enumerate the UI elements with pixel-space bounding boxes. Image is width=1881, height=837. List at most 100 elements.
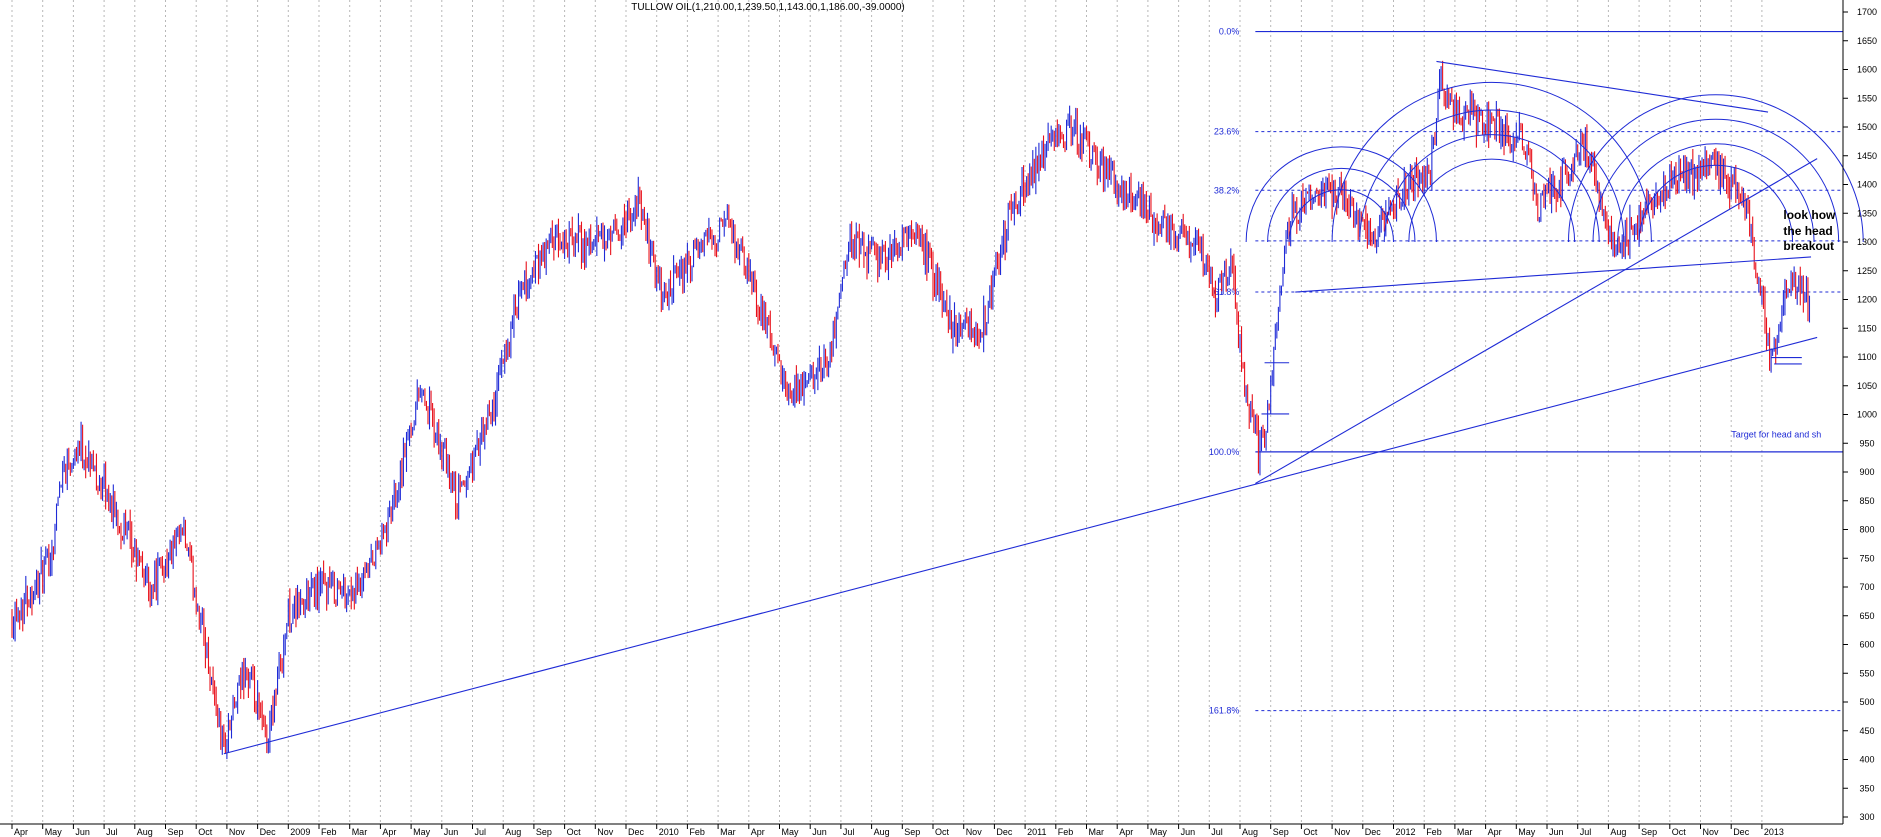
x-tick-label: Feb — [321, 827, 337, 837]
x-tick-label: 2010 — [659, 827, 679, 837]
fib-label: 100.0% — [1209, 447, 1240, 457]
x-tick-label: Mar — [352, 827, 368, 837]
x-tick-label: Oct — [567, 827, 582, 837]
x-tick-label: Sep — [904, 827, 920, 837]
fib-label: 0.0% — [1219, 27, 1240, 37]
note-annotation: look how — [1783, 208, 1836, 222]
x-tick-label: Dec — [260, 827, 277, 837]
x-tick-label: Dec — [1733, 827, 1750, 837]
y-tick-label: 1500 — [1857, 122, 1877, 132]
x-tick-label: Apr — [1488, 827, 1502, 837]
x-tick-label: Oct — [1672, 827, 1687, 837]
y-tick-label: 700 — [1859, 582, 1874, 592]
fib-arc — [1245, 146, 1437, 243]
x-tick-label: Apr — [14, 827, 28, 837]
y-tick-label: 900 — [1859, 467, 1874, 477]
fib-arc — [1408, 158, 1576, 243]
fib-arc — [1267, 167, 1416, 243]
x-tick-label: Sep — [1273, 827, 1289, 837]
x-tick-label: Sep — [1641, 827, 1657, 837]
x-tick-label: 2013 — [1764, 827, 1784, 837]
x-tick-label: Nov — [229, 827, 246, 837]
x-tick-label: Apr — [751, 827, 765, 837]
x-tick-label: Sep — [536, 827, 552, 837]
y-tick-label: 400 — [1859, 755, 1874, 765]
x-tick-label: 2009 — [290, 827, 310, 837]
x-tick-label: Aug — [1242, 827, 1258, 837]
x-tick-label: Feb — [689, 827, 705, 837]
trendline — [223, 336, 1818, 755]
x-tick-label: Oct — [1303, 827, 1318, 837]
note-annotation: breakout — [1783, 239, 1834, 253]
y-tick-label: 450 — [1859, 726, 1874, 736]
x-tick-label: May — [45, 827, 63, 837]
x-tick-label: Jul — [1211, 827, 1223, 837]
x-tick-label: Jun — [75, 827, 90, 837]
y-tick-label: 800 — [1859, 525, 1874, 535]
y-tick-label: 1650 — [1857, 36, 1877, 46]
x-tick-label: Oct — [198, 827, 213, 837]
x-tick-label: Jun — [1181, 827, 1196, 837]
fib-arc — [1383, 134, 1600, 243]
fib-label: 23.6% — [1214, 127, 1240, 137]
x-tick-label: Feb — [1058, 827, 1074, 837]
x-tick-label: Apr — [1119, 827, 1133, 837]
y-tick-label: 500 — [1859, 697, 1874, 707]
x-tick-label: Oct — [935, 827, 950, 837]
y-tick-label: 1050 — [1857, 381, 1877, 391]
x-tick-label: 2012 — [1396, 827, 1416, 837]
x-tick-label: Dec — [1365, 827, 1382, 837]
x-tick-label: May — [413, 827, 431, 837]
x-tick-label: Mar — [1089, 827, 1105, 837]
y-tick-label: 950 — [1859, 438, 1874, 448]
y-tick-label: 1350 — [1857, 208, 1877, 218]
x-tick-label: Mar — [1457, 827, 1473, 837]
y-tick-label: 1150 — [1857, 323, 1876, 333]
y-tick-label: 300 — [1859, 812, 1874, 822]
x-tick-label: Sep — [168, 827, 184, 837]
fib-label: 161.8% — [1209, 706, 1240, 716]
fib-arc — [1592, 118, 1840, 243]
fib-label: 61.8% — [1214, 287, 1240, 297]
y-tick-label: 600 — [1859, 640, 1874, 650]
y-tick-label: 1100 — [1857, 352, 1876, 362]
x-tick-label: Jul — [843, 827, 855, 837]
y-tick-label: 1600 — [1857, 65, 1877, 75]
y-tick-label: 1400 — [1857, 180, 1877, 190]
fib-arc — [1567, 94, 1864, 243]
x-tick-label: Aug — [1610, 827, 1626, 837]
x-tick-label: Dec — [996, 827, 1013, 837]
x-tick-label: Jun — [444, 827, 459, 837]
x-tick-label: Nov — [966, 827, 983, 837]
x-tick-label: Apr — [382, 827, 396, 837]
x-tick-label: Jul — [106, 827, 118, 837]
x-tick-label: 2011 — [1027, 827, 1046, 837]
x-tick-label: Nov — [597, 827, 614, 837]
y-tick-label: 550 — [1859, 668, 1874, 678]
x-tick-label: Jun — [1549, 827, 1564, 837]
x-tick-label: May — [1150, 827, 1168, 837]
y-tick-label: 1700 — [1857, 7, 1877, 17]
fib-arc — [1331, 81, 1652, 243]
x-tick-label: Aug — [874, 827, 890, 837]
price-bars — [11, 60, 1811, 760]
x-tick-label: May — [782, 827, 800, 837]
y-tick-label: 1200 — [1857, 295, 1877, 305]
x-tick-label: May — [1518, 827, 1536, 837]
y-tick-label: 1450 — [1857, 151, 1877, 161]
x-tick-label: Jun — [812, 827, 827, 837]
y-tick-label: 1550 — [1857, 93, 1877, 103]
y-tick-label: 1250 — [1857, 266, 1877, 276]
y-tick-label: 1000 — [1857, 410, 1877, 420]
x-tick-label: Aug — [505, 827, 521, 837]
target-annotation: Target for head and sh — [1731, 430, 1821, 440]
x-tick-label: Nov — [1334, 827, 1351, 837]
fibonacci-levels: 0.0% 23.6% 38.2% 61.8% 100.0% 161.8% — [1209, 27, 1843, 716]
x-tick-label: Dec — [628, 827, 645, 837]
y-tick-label: 350 — [1859, 783, 1874, 793]
y-tick-label: 750 — [1859, 553, 1874, 563]
